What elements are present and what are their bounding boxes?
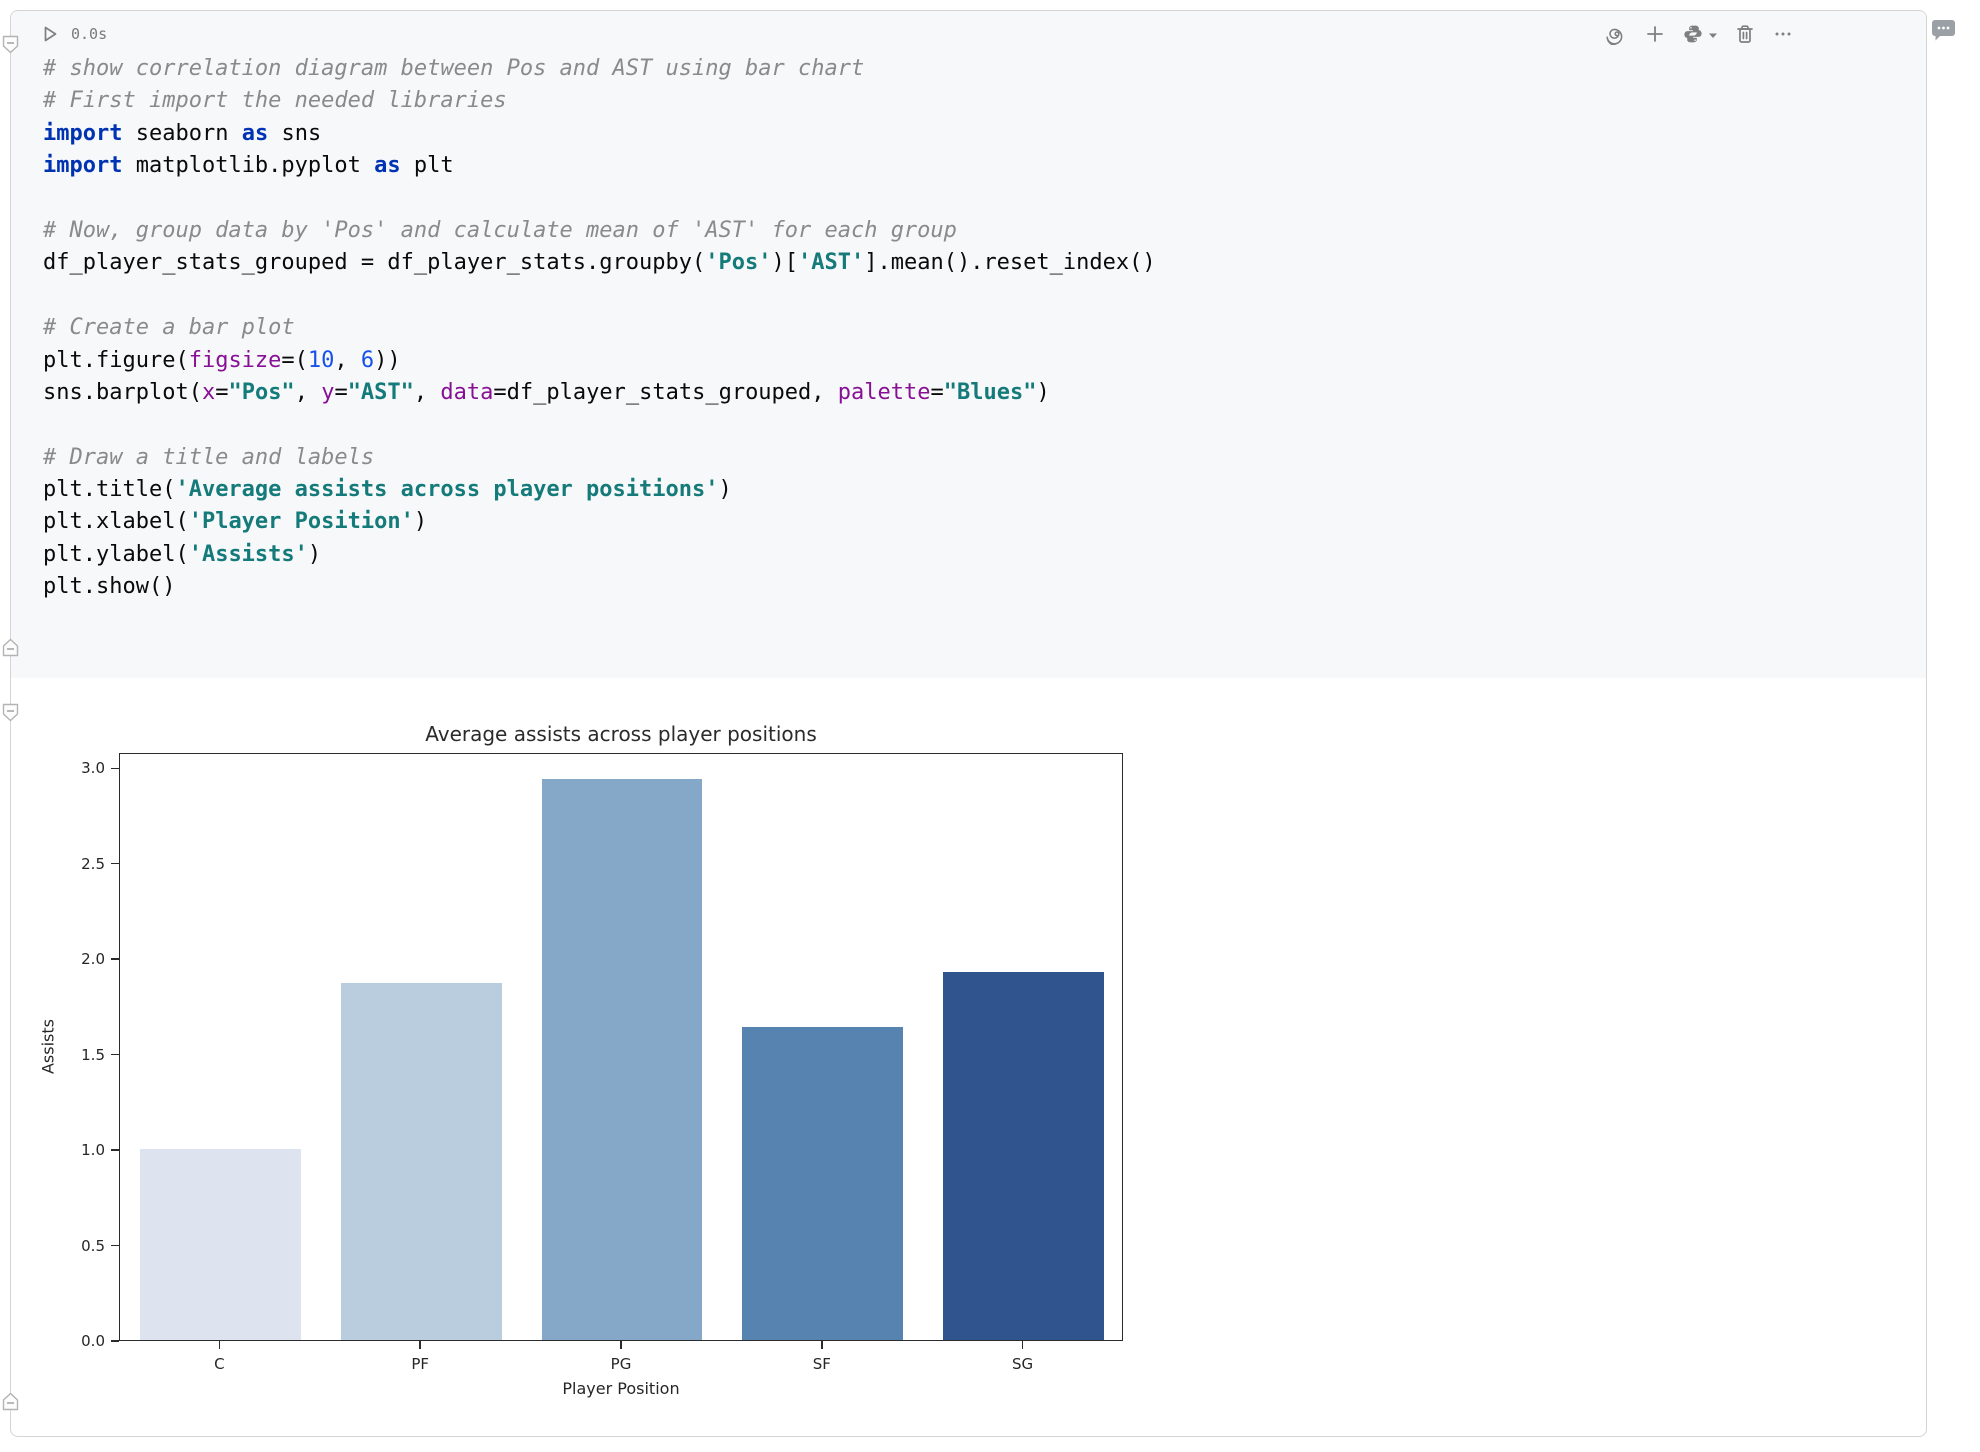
bar-C — [140, 1149, 301, 1340]
y-tick-mark — [111, 1340, 119, 1342]
code-cell-background — [11, 11, 1926, 678]
chevron-down-icon — [1708, 25, 1718, 44]
x-tick-mark — [218, 1341, 221, 1349]
chart-title: Average assists across player positions — [425, 722, 817, 746]
x-tick-mark — [620, 1341, 622, 1349]
x-tick-mark — [821, 1341, 823, 1349]
bar-PG — [541, 778, 703, 1340]
y-tick-mark — [111, 1149, 119, 1151]
x-tick-label: PF — [411, 1355, 430, 1373]
code-line: plt.show() — [43, 574, 176, 600]
y-tick-label: 0.0 — [81, 1332, 105, 1350]
x-tick-label: PG — [610, 1355, 632, 1373]
bar-SG — [943, 971, 1104, 1340]
add-cell-icon[interactable] — [1644, 23, 1666, 45]
code-line: # First import the needed libraries — [43, 88, 507, 114]
y-tick-label: 1.5 — [81, 1045, 105, 1064]
y-tick-label: 2.5 — [81, 854, 105, 873]
y-tick-label: 3.0 — [81, 759, 105, 778]
collapse-handle-output-top[interactable] — [2, 703, 19, 722]
execution-time: 0.0s — [71, 25, 108, 43]
y-tick-mark — [111, 862, 119, 865]
code-line: # show correlation diagram between Pos a… — [43, 56, 865, 81]
collapse-handle-cell-top[interactable] — [2, 35, 19, 54]
y-tick-label: 1.0 — [81, 1141, 105, 1160]
x-axis-label: Player Position — [562, 1379, 680, 1398]
code-line: sns.barplot(x="Pos", y="AST", data=df_pl… — [43, 379, 1050, 405]
y-tick-mark — [111, 1053, 119, 1056]
code-line: import seaborn as sns — [43, 120, 322, 146]
bar-SF — [742, 1026, 904, 1340]
x-tick-mark — [419, 1341, 421, 1349]
bar-PF — [340, 983, 502, 1340]
plot-area — [119, 753, 1123, 1341]
y-axis-label: Assists — [38, 1019, 58, 1075]
delete-cell-icon[interactable] — [1734, 23, 1756, 45]
x-tick-mark — [1021, 1341, 1024, 1349]
comment-bubble-icon[interactable] — [1930, 18, 1958, 42]
collapse-handle-code-bottom[interactable] — [2, 638, 19, 657]
y-tick-label: 0.5 — [81, 1236, 105, 1255]
run-cell-button[interactable] — [39, 23, 61, 45]
code-line: plt.xlabel('Player Position') — [43, 509, 428, 535]
code-line: # Now, group data by 'Pos' and calculate… — [43, 217, 957, 243]
code-line: # Create a bar plot — [43, 315, 295, 341]
cell-output-chart: Average assists across player positions … — [11, 11, 1926, 1436]
code-line: plt.ylabel('Assists') — [43, 541, 322, 567]
code-line: import matplotlib.pyplot as plt — [43, 153, 454, 179]
code-line: # Draw a title and labels — [43, 444, 375, 470]
notebook-cell: 0.0s — [10, 10, 1927, 1437]
code-line: plt.title('Average assists across player… — [43, 477, 732, 503]
x-tick-label: SG — [1012, 1355, 1034, 1373]
code-line: plt.figure(figsize=(10, 6)) — [43, 347, 401, 373]
code-editor[interactable]: # show correlation diagram between Pos a… — [43, 53, 1156, 604]
x-tick-label: SF — [812, 1355, 831, 1373]
more-options-icon[interactable] — [1772, 23, 1794, 45]
y-tick-mark — [111, 767, 119, 770]
code-line: df_player_stats_grouped = df_player_stat… — [43, 250, 1156, 276]
kernel-selector[interactable] — [1682, 23, 1718, 45]
y-tick-mark — [111, 958, 119, 960]
spiral-icon[interactable] — [1606, 23, 1628, 47]
collapse-handle-output-bottom[interactable] — [2, 1392, 19, 1411]
y-tick-mark — [111, 1244, 119, 1247]
python-logo-icon — [1682, 23, 1704, 45]
y-tick-label: 2.0 — [81, 950, 105, 969]
x-tick-label: C — [214, 1355, 225, 1373]
